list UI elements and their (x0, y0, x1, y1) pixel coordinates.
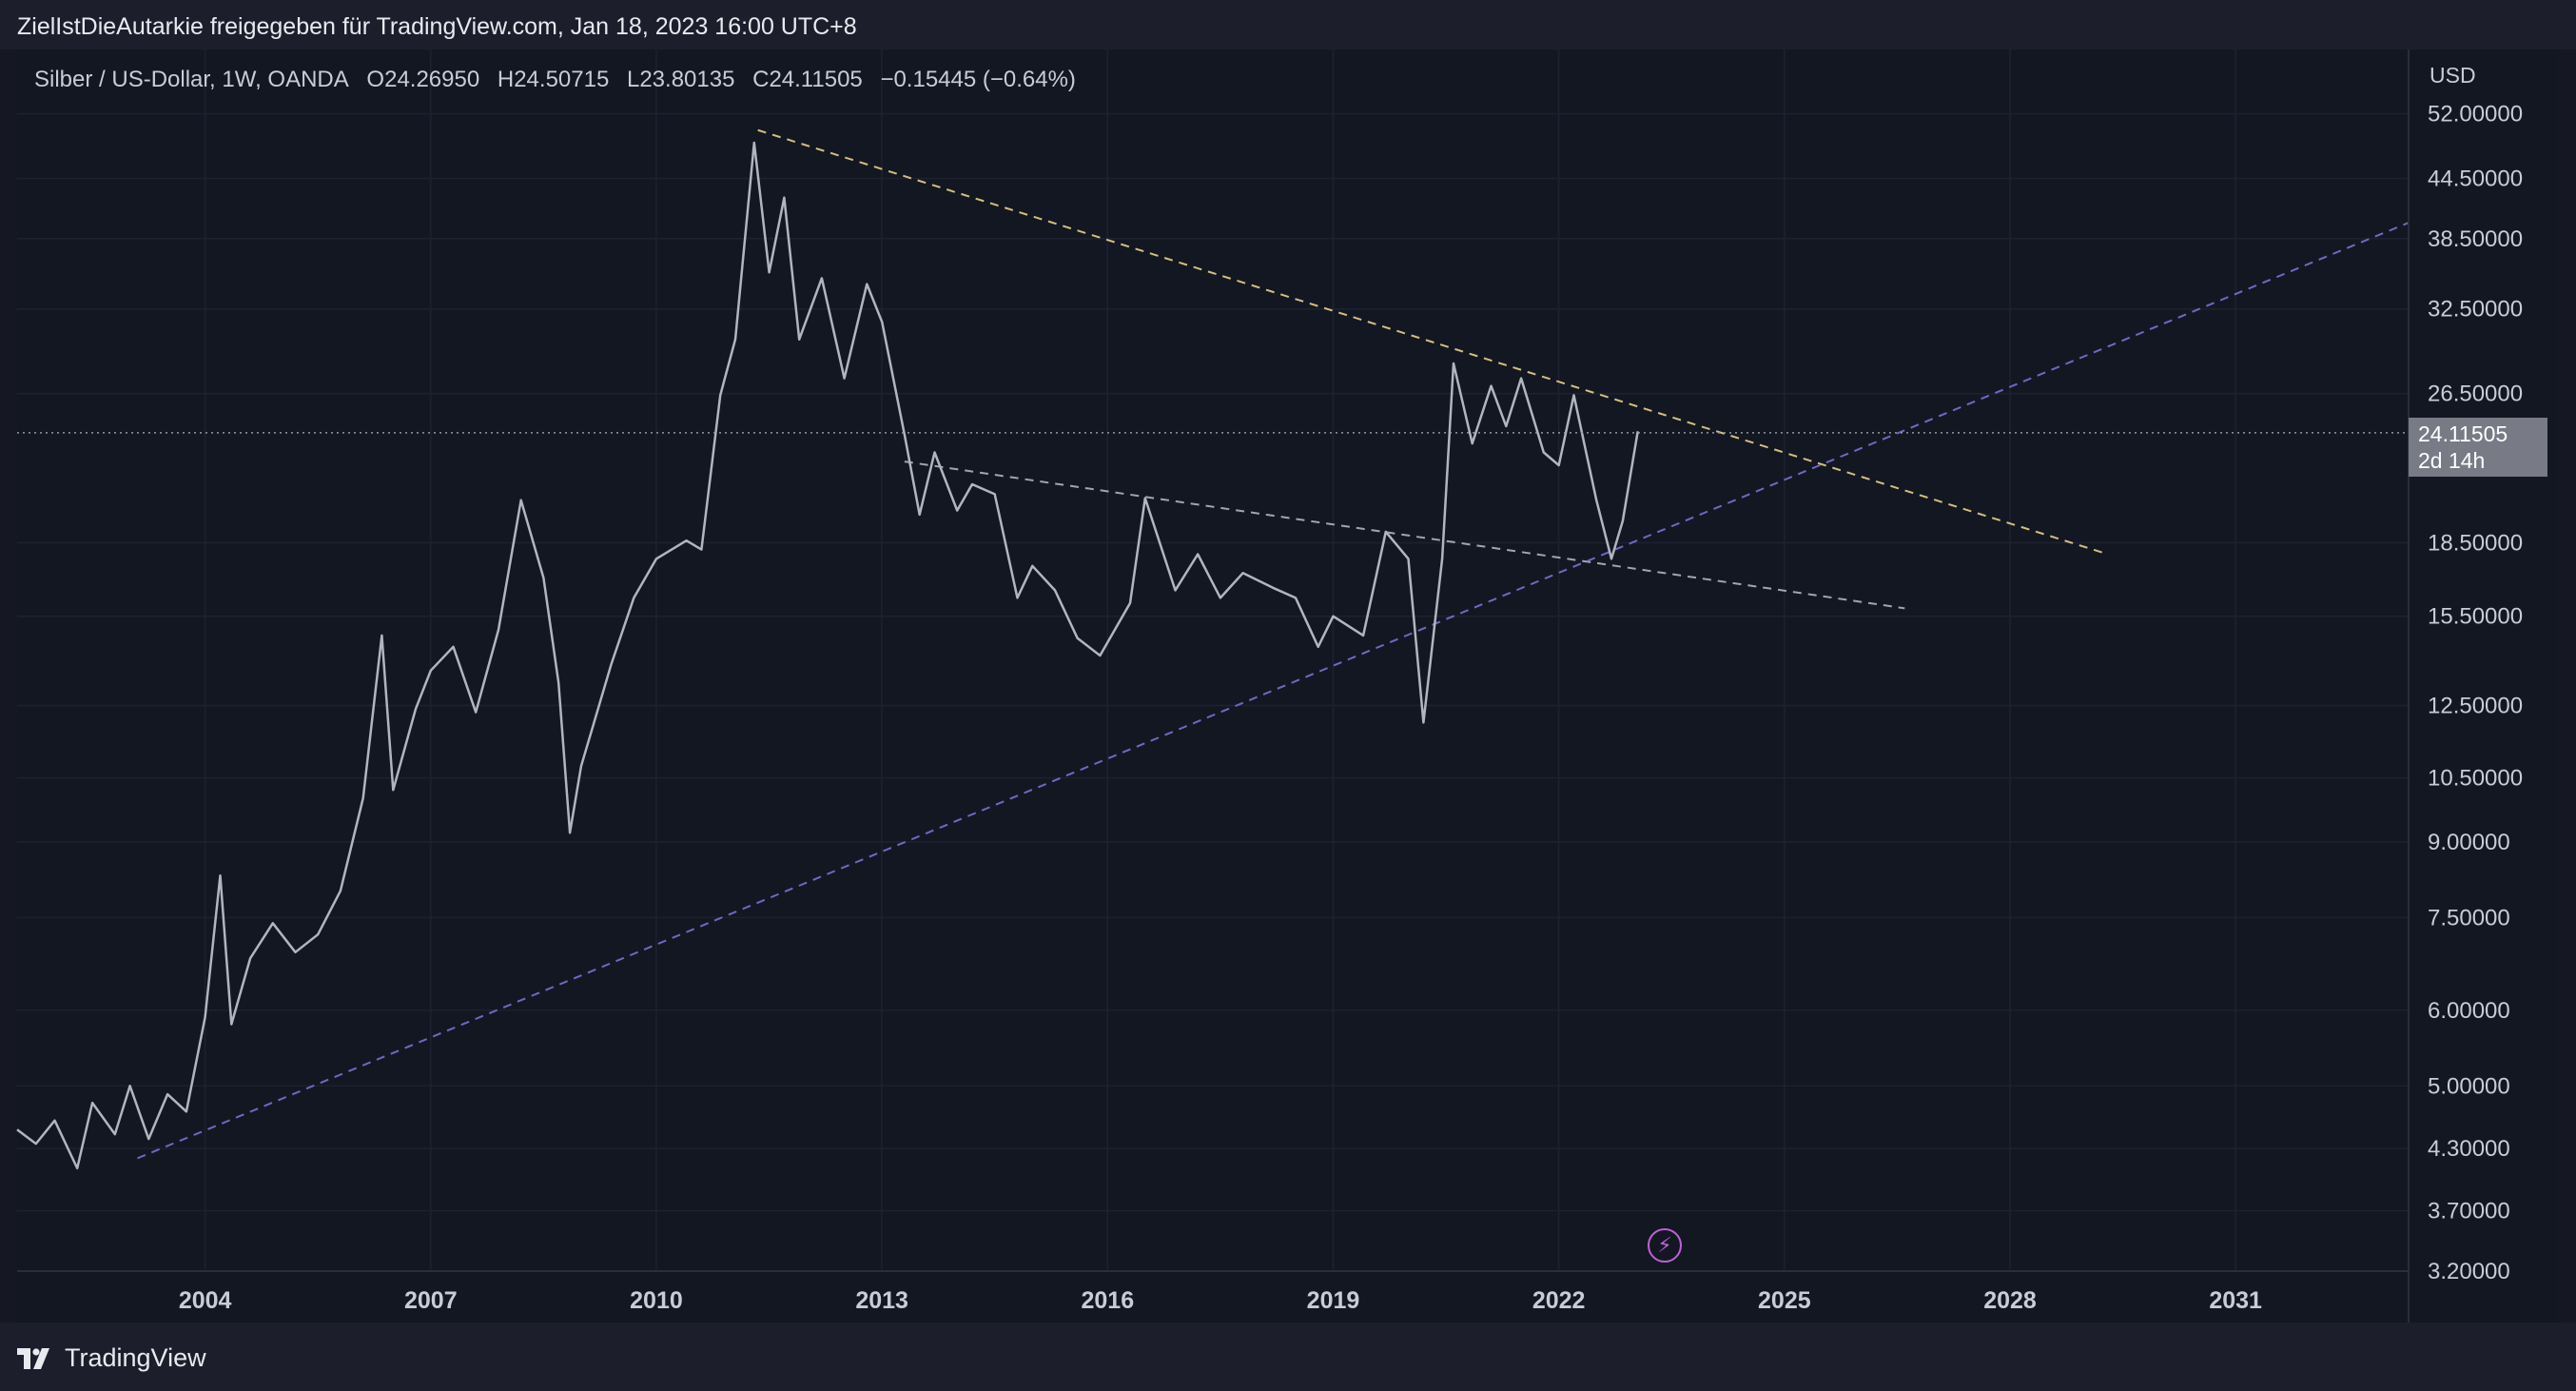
x-tick-label: 2016 (1082, 1287, 1135, 1314)
x-tick-label: 2013 (855, 1287, 908, 1314)
legend-symbol: Silber / US-Dollar, 1W, OANDA (34, 67, 349, 92)
legend-open: O24.26950 (366, 67, 480, 92)
y-tick-label: 6.00000 (2428, 998, 2510, 1024)
legend-close: C24.11505 (752, 67, 863, 92)
brand[interactable]: TradingView (17, 1343, 206, 1373)
currency-label[interactable]: USD (2430, 63, 2476, 88)
y-axis: 52.00000 44.50000 38.50000 32.50000 26.50000… (2428, 102, 2523, 1284)
y-tick-label: 3.20000 (2428, 1259, 2510, 1284)
header-bar (0, 0, 2576, 49)
trendline (757, 128, 2109, 556)
x-tick-label: 2025 (1758, 1287, 1811, 1314)
grid-lines (17, 49, 2409, 1272)
brand-name: TradingView (65, 1343, 206, 1372)
share-caption: ZielIstDieAutarkie freigegeben für Tradi… (17, 13, 857, 40)
y-tick-label: 12.50000 (2428, 694, 2523, 719)
x-tick-label: 2031 (2209, 1287, 2262, 1314)
price-series (16, 141, 1639, 1170)
legend-low: L23.80135 (626, 67, 735, 92)
y-tick-label: 26.50000 (2428, 382, 2523, 407)
lightning-icon[interactable]: ⚡ (1648, 1228, 1682, 1263)
chart-area[interactable] (17, 49, 2557, 1322)
y-tick-label: 44.50000 (2428, 167, 2523, 192)
y-tick-label: 5.00000 (2428, 1073, 2510, 1099)
symbol-legend[interactable]: Silber / US-Dollar, 1W, OANDA O24.26950 … (34, 67, 1087, 93)
bar-countdown: 2d 14h (2418, 447, 2486, 473)
last-price-tag: 24.11505 2d 14h (2409, 417, 2547, 477)
x-tick-label: 2007 (404, 1287, 458, 1314)
trendlines (137, 128, 2410, 1160)
legend-change: −0.15445 (−0.64%) (880, 67, 1076, 92)
price-line (16, 141, 1639, 1170)
y-tick-label: 52.00000 (2428, 102, 2523, 127)
y-tick-label: 32.50000 (2428, 297, 2523, 323)
y-tick-label: 38.50000 (2428, 226, 2523, 252)
x-tick-label: 2028 (1983, 1287, 2037, 1314)
y-tick-label: 9.00000 (2428, 830, 2510, 855)
y-tick-label: 10.50000 (2428, 766, 2523, 792)
tradingview-logo-icon (17, 1347, 49, 1369)
y-tick-label: 7.50000 (2428, 905, 2510, 931)
x-tick-label: 2019 (1307, 1287, 1360, 1314)
x-tick-label: 2004 (179, 1287, 232, 1314)
footer-bar (0, 1322, 2576, 1391)
y-tick-label: 18.50000 (2428, 531, 2523, 557)
y-tick-label: 15.50000 (2428, 604, 2523, 630)
y-tick-label: 4.30000 (2428, 1136, 2510, 1162)
x-axis: 2004 2007 2010 2013 2016 2019 2022 2025 2028 2031 (179, 1287, 2262, 1314)
trendline (137, 222, 2410, 1160)
x-tick-label: 2010 (630, 1287, 683, 1314)
last-price-value: 24.11505 (2418, 421, 2508, 446)
x-tick-label: 2022 (1532, 1287, 1586, 1314)
y-tick-label: 3.70000 (2428, 1199, 2510, 1224)
legend-high: H24.50715 (497, 67, 610, 92)
trendline (904, 460, 1905, 610)
